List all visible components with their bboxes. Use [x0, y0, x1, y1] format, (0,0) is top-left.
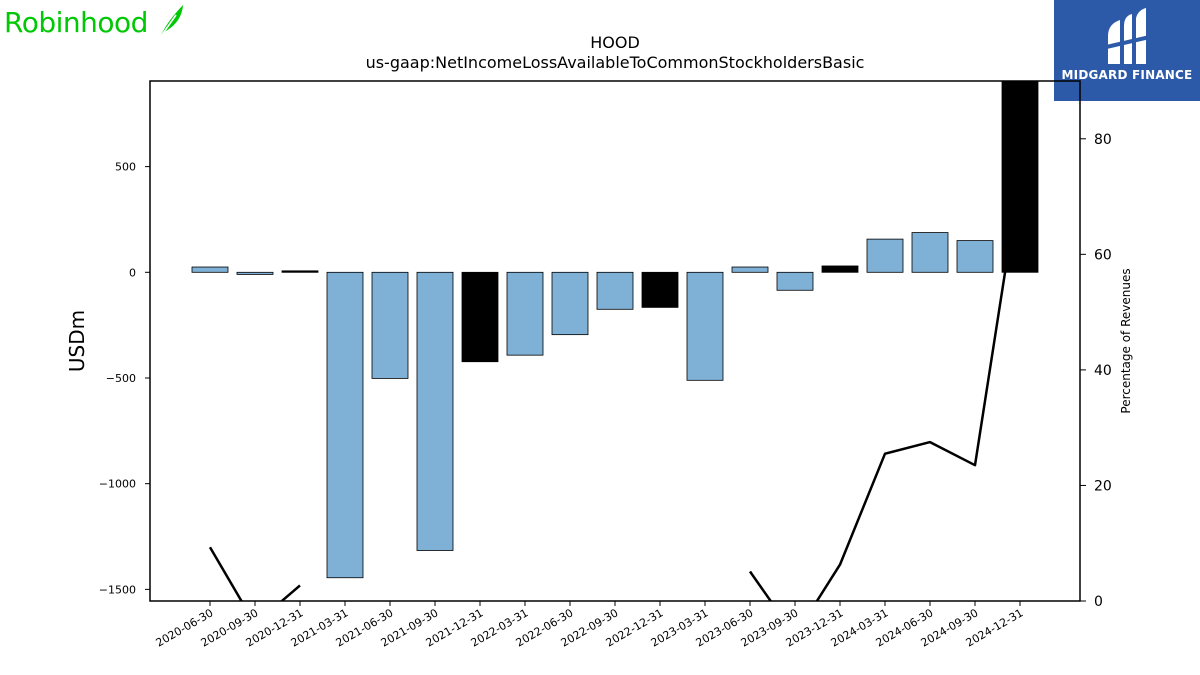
bar-2022-09-30 — [596, 271, 634, 310]
midgard-finance-logo: MIDGARD FINANCE — [1054, 0, 1200, 101]
bar-2020-09-30 — [236, 271, 274, 275]
y2-tick-label: 40 — [1094, 363, 1112, 379]
y-axis-label: USDm — [65, 310, 89, 372]
bar-2024-03-31 — [866, 238, 904, 273]
bar-2023-06-30 — [731, 266, 769, 273]
bar-2023-03-31 — [686, 271, 724, 381]
bar-2021-03-31 — [326, 271, 364, 579]
bar-2023-09-30 — [776, 271, 814, 291]
bar-2020-12-31 — [281, 270, 319, 273]
y-tick-label: −500 — [106, 372, 136, 385]
bar-2022-12-31 — [641, 271, 679, 308]
bar-2021-06-30 — [371, 271, 409, 379]
x-axis: 2020-06-302020-09-302020-12-312021-03-31… — [154, 601, 1026, 650]
chart-title: HOOD — [590, 33, 640, 52]
y-tick-label: −1500 — [99, 583, 136, 596]
bar-series — [191, 81, 1039, 579]
feather-icon — [158, 5, 183, 40]
y2-axis-label: Percentage of Revenues — [1119, 268, 1133, 413]
y2-tick-label: 80 — [1094, 132, 1112, 148]
robinhood-wordmark: Robinhood — [4, 5, 148, 39]
y2-axis: 0 20 40 60 80 — [1080, 132, 1112, 610]
y2-tick-label: 0 — [1094, 594, 1103, 610]
bar-2020-06-30 — [191, 266, 229, 273]
chart-subtitle: us-gaap:NetIncomeLossAvailableToCommonSt… — [366, 53, 865, 72]
midgard-emblem-icon — [1101, 8, 1155, 64]
plot-frame — [149, 80, 1081, 602]
percentage-line-segment-1 — [208, 546, 301, 601]
bar-2023-12-31 — [821, 265, 859, 273]
bar-2021-12-31 — [461, 271, 499, 363]
bar-2021-09-30 — [416, 271, 454, 551]
line-series — [208, 176, 1022, 601]
bar-2024-12-31 — [1001, 81, 1039, 273]
midgard-brand-name: MIDGARD FINANCE — [1061, 68, 1193, 82]
bar-2022-06-30 — [551, 271, 589, 336]
percentage-line-segment-2 — [748, 176, 1022, 601]
y-axis: −1500 −1000 −500 0 500 — [99, 161, 150, 596]
bar-2024-09-30 — [956, 240, 994, 273]
y2-tick-label: 60 — [1094, 247, 1112, 263]
y-tick-label: 500 — [115, 161, 136, 174]
robinhood-logo: Robinhood — [4, 2, 186, 42]
y-tick-label: 0 — [129, 266, 136, 279]
y-tick-label: −1000 — [99, 478, 136, 491]
bar-2024-06-30 — [911, 232, 949, 273]
y2-tick-label: 20 — [1094, 478, 1112, 494]
bar-2022-03-31 — [506, 271, 544, 356]
